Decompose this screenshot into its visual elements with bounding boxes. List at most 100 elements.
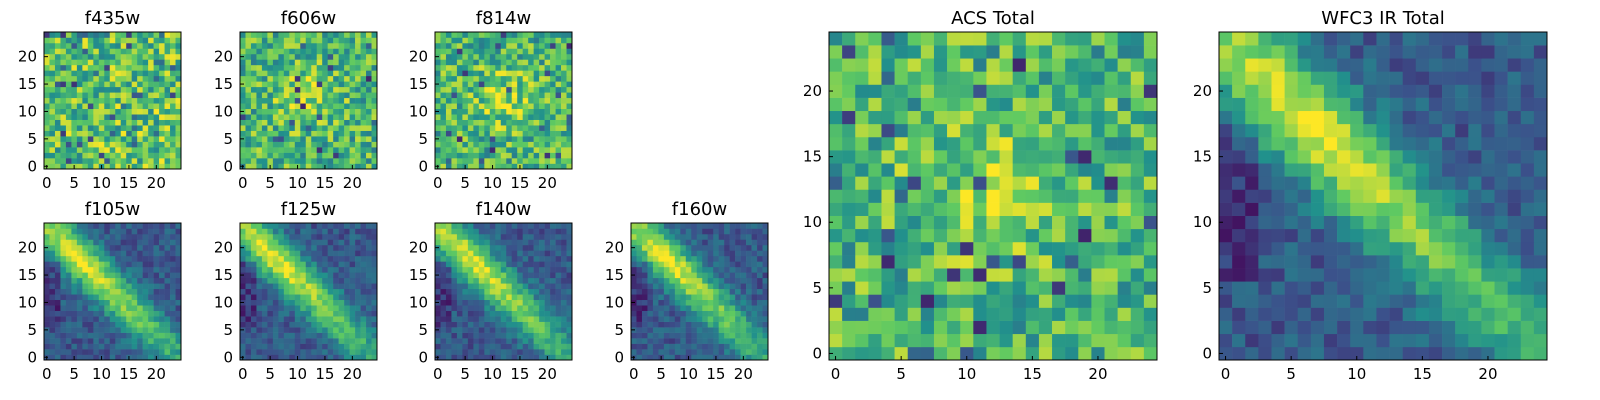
heatmap-cell bbox=[740, 321, 747, 328]
heatmap-cell bbox=[245, 163, 252, 170]
heatmap-cell bbox=[153, 42, 160, 49]
heatmap-cell bbox=[456, 81, 463, 88]
heatmap-cell bbox=[907, 307, 922, 321]
heatmap-cell bbox=[986, 123, 1000, 138]
heatmap-cell bbox=[757, 327, 763, 333]
heatmap-cell bbox=[240, 59, 246, 66]
heatmap-cell bbox=[435, 119, 441, 126]
heatmap-cell bbox=[60, 53, 67, 60]
heatmap-cell bbox=[685, 327, 692, 333]
heatmap-cell bbox=[283, 272, 290, 279]
heatmap-cell bbox=[76, 261, 83, 268]
heatmap-cell bbox=[1104, 123, 1118, 138]
heatmap-cell bbox=[175, 299, 182, 306]
heatmap-cell bbox=[245, 92, 252, 99]
heatmap-cell bbox=[544, 244, 551, 251]
heatmap-cell bbox=[159, 332, 165, 339]
heatmap-cell bbox=[327, 81, 334, 88]
heatmap-cell bbox=[71, 228, 78, 235]
heatmap-cell bbox=[360, 244, 367, 251]
heatmap-cell bbox=[528, 158, 534, 164]
heatmap-cell bbox=[245, 81, 252, 88]
heatmap-cell bbox=[495, 86, 502, 93]
heatmap-cell bbox=[82, 97, 89, 104]
heatmap-cell bbox=[473, 59, 480, 66]
heatmap-cell bbox=[713, 349, 719, 355]
heatmap-cell bbox=[478, 81, 485, 88]
heatmap-cell bbox=[256, 288, 263, 295]
heatmap-cell bbox=[724, 288, 730, 295]
heatmap-cell bbox=[1052, 189, 1066, 203]
heatmap-cell bbox=[71, 310, 78, 317]
heatmap-cell bbox=[894, 320, 909, 335]
heatmap-cell bbox=[467, 233, 474, 240]
heatmap-cell bbox=[868, 268, 882, 282]
heatmap-cell bbox=[131, 272, 138, 279]
heatmap-cell bbox=[261, 305, 268, 311]
heatmap-cell bbox=[272, 327, 279, 333]
heatmap-cell bbox=[506, 316, 513, 322]
heatmap-cell bbox=[250, 108, 257, 115]
heatmap-cell bbox=[829, 307, 843, 321]
heatmap-cell bbox=[289, 42, 296, 49]
heatmap-cell bbox=[489, 53, 496, 60]
heatmap-cell bbox=[283, 239, 290, 246]
heatmap-cell bbox=[267, 223, 274, 229]
heatmap-cell bbox=[316, 255, 323, 262]
heatmap-cell bbox=[473, 108, 480, 115]
heatmap-cell bbox=[82, 70, 89, 77]
heatmap-cell bbox=[104, 261, 111, 268]
heatmap-cell bbox=[451, 239, 458, 246]
heatmap-cell bbox=[473, 305, 480, 311]
heatmap-cell bbox=[539, 327, 545, 333]
heatmap-cell bbox=[153, 147, 160, 153]
heatmap-cell bbox=[533, 42, 540, 49]
heatmap-cell bbox=[631, 349, 637, 355]
heatmap-cell bbox=[371, 70, 378, 77]
heatmap-cell bbox=[164, 86, 171, 93]
heatmap-cell bbox=[349, 261, 356, 268]
heatmap-cell bbox=[175, 255, 182, 262]
heatmap-cell bbox=[550, 349, 556, 355]
heatmap-cell bbox=[456, 70, 463, 77]
heatmap-cell bbox=[467, 255, 474, 262]
heatmap-cell bbox=[349, 228, 356, 235]
heatmap-cell bbox=[718, 294, 725, 301]
heatmap-cell bbox=[718, 354, 725, 361]
heatmap-cell bbox=[528, 343, 534, 350]
heatmap-cell bbox=[159, 97, 165, 104]
heatmap-cell bbox=[707, 250, 714, 257]
heatmap-cell bbox=[240, 321, 246, 328]
heatmap-cell bbox=[272, 299, 279, 306]
heatmap-cell bbox=[855, 150, 869, 164]
heatmap-cell bbox=[98, 48, 105, 55]
heatmap-cell bbox=[1130, 241, 1145, 256]
heatmap-cell bbox=[636, 316, 643, 322]
heatmap-cell bbox=[175, 338, 182, 344]
heatmap-cell bbox=[278, 321, 285, 328]
heatmap-cell bbox=[126, 305, 132, 311]
heatmap-cell bbox=[148, 338, 154, 344]
heatmap-cell bbox=[115, 114, 122, 120]
panel-title: f606w bbox=[281, 8, 336, 29]
y-tick-label: 20 bbox=[605, 239, 624, 257]
heatmap-cell bbox=[170, 70, 176, 77]
heatmap-cell bbox=[669, 321, 676, 328]
heatmap-cell bbox=[333, 343, 339, 350]
heatmap-cell bbox=[933, 189, 948, 203]
heatmap-cell bbox=[652, 239, 659, 246]
heatmap-cell bbox=[473, 223, 480, 229]
heatmap-cell bbox=[120, 354, 127, 361]
heatmap-cell bbox=[256, 272, 263, 279]
heatmap-cell bbox=[316, 288, 323, 295]
heatmap-cell bbox=[641, 310, 648, 317]
heatmap-cell bbox=[261, 75, 268, 82]
heatmap-cell bbox=[669, 294, 676, 301]
heatmap-cell bbox=[440, 147, 447, 153]
heatmap-cell bbox=[757, 244, 763, 251]
heatmap-cell bbox=[300, 75, 307, 82]
heatmap-cell bbox=[93, 288, 100, 295]
heatmap-cell bbox=[294, 141, 301, 148]
heatmap-cell bbox=[484, 327, 491, 333]
heatmap-cell bbox=[311, 277, 318, 284]
